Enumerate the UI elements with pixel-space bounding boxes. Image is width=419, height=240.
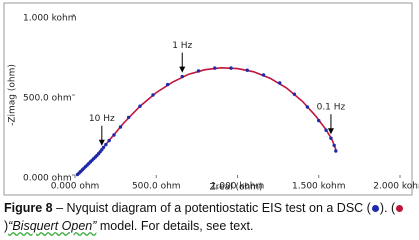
data-point [151, 93, 155, 97]
caption-text: ). [379, 201, 388, 215]
data-point [126, 115, 131, 120]
data-point [213, 66, 217, 70]
x-axis-title: Zreal (ohm) [209, 183, 262, 193]
data-point [101, 145, 106, 150]
y-tick-label: 0.000 ohm [23, 174, 72, 184]
data-point [261, 73, 266, 77]
annotation-label: 10 Hz [89, 114, 115, 124]
model-symbol [396, 205, 404, 212]
data-point [104, 142, 108, 147]
data-point [112, 133, 116, 137]
data-symbol [371, 205, 379, 212]
x-tick-label: 0.000 ohm [51, 182, 100, 192]
y-axis-title: -Zimag (ohm) [8, 64, 18, 126]
data-point [305, 105, 310, 109]
caption-text: – Nyquist diagram of a potentiostatic EI… [52, 201, 371, 215]
data-point [196, 69, 201, 73]
y-tick-label: 500.0 ohm [23, 94, 72, 104]
data-point [324, 128, 328, 132]
x-tick-label: 1.500 kohm [292, 182, 346, 192]
caption: Figure 8 – Nyquist diagram of a potentio… [4, 199, 416, 235]
annotation-arrowhead [98, 139, 105, 146]
data-point [138, 104, 142, 108]
x-tick-label: 500.0 ohm [132, 182, 181, 192]
data-point [329, 136, 333, 140]
model-name: “Bisquert Open” [8, 219, 97, 233]
caption-text: ) [4, 219, 9, 233]
caption-text: model. For details, see text. [96, 219, 254, 233]
data-point [334, 149, 338, 153]
chart: Zreal (ohm) -Zimag (ohm) 0.000 ohm 500.0 … [3, 2, 419, 196]
caption-text: ( [387, 201, 396, 215]
x-tick-label: 2.000 kohm [373, 182, 419, 192]
annotation-label: 1 Hz [172, 41, 192, 51]
annotation-label: 0.1 Hz [317, 103, 346, 113]
figure-label: Figure 8 [4, 201, 53, 215]
y-tick-label: 1.000 kohm [23, 14, 77, 24]
plot-frame [3, 2, 413, 196]
data-point [180, 74, 184, 79]
data-point [229, 66, 233, 70]
data-point [107, 138, 111, 143]
x-tick-label: 1.000 kohm [211, 182, 265, 192]
data-point [278, 81, 282, 85]
data-point [165, 82, 170, 87]
annotation-arrowhead [327, 128, 334, 135]
annotation-arrowhead [179, 66, 186, 73]
data-point [332, 143, 336, 148]
data-point [245, 68, 249, 72]
data-point [292, 92, 297, 96]
data-point [317, 118, 321, 123]
data-point [118, 125, 123, 129]
